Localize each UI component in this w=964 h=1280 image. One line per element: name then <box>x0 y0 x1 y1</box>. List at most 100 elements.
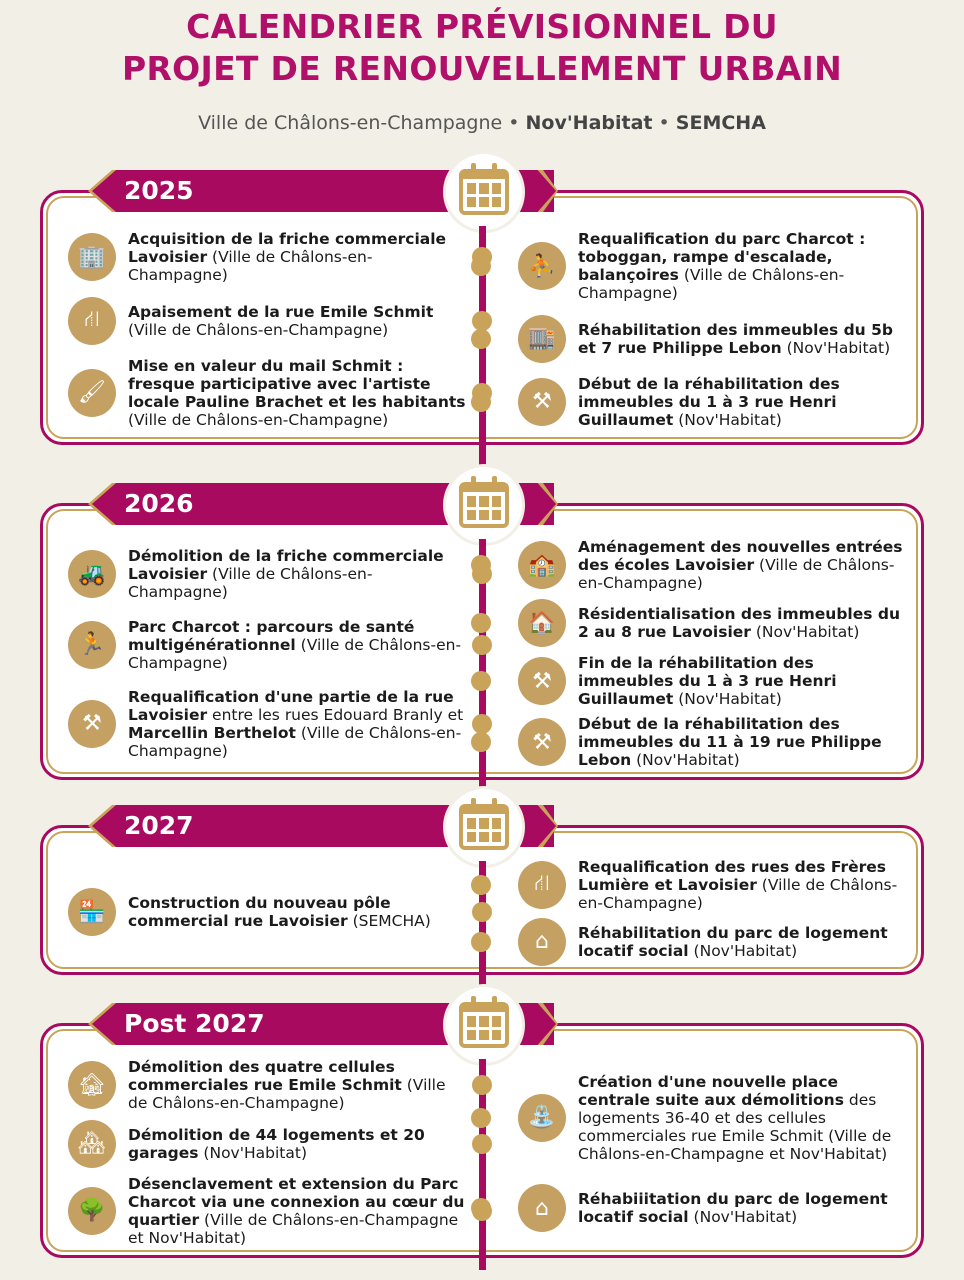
right-column: ⛲ Création d'une nouvelle place centrale… <box>471 1051 913 1254</box>
timeline-dot <box>471 671 491 691</box>
playground-icon: ⛹ <box>518 242 566 291</box>
item-text: Apaisement de la rue Emile Schmit (Ville… <box>128 303 468 339</box>
timeline-item: ⚒ Fin de la réhabilitation des immeubles… <box>471 654 913 708</box>
item-text-bold: Apaisement de la rue Emile Schmit <box>128 302 434 321</box>
item-text: Parc Charcot : parcours de santé multigé… <box>128 618 468 672</box>
timeline-item: ⛹ Requalification du parc Charcot : tobo… <box>471 230 913 302</box>
item-text: Construction du nouveau pôle commercial … <box>128 894 468 930</box>
item-text: Création d'une nouvelle place centrale s… <box>578 1073 913 1163</box>
item-text-normal: (Ville de Châlons-en-Champagne) <box>128 1076 446 1113</box>
year-label: Post 2027 <box>124 1009 265 1038</box>
timeline-item: 🚜 Démolition de la friche commerciale La… <box>68 547 492 601</box>
left-column: 🚜 Démolition de la friche commerciale La… <box>68 531 492 776</box>
timeline-item: ⚒ Début de la réhabilitation des immeubl… <box>471 715 913 769</box>
item-text-normal: (Ville de Châlons-en-Champagne) <box>128 565 373 602</box>
item-text-bold: Démolition des quatre cellules commercia… <box>128 1058 402 1095</box>
road-icon: ⛙ <box>518 861 566 910</box>
worker-icon: ⚒ <box>518 657 566 705</box>
timeline-item: 🌳 Désenclavement et extension du Parc Ch… <box>68 1175 492 1247</box>
item-text-bold: Aménagement des nouvelles entrées des éc… <box>578 538 903 574</box>
item-text: Démolition de la friche commerciale Lavo… <box>128 547 468 601</box>
item-text-normal: (Nov'Habitat) <box>781 338 891 357</box>
calendar-icon <box>446 467 522 543</box>
item-text-normal: (Ville de Châlons-en-Champagne) <box>128 320 389 339</box>
item-text-bold: Fin de la réhabilitation des immeubles d… <box>578 654 837 708</box>
item-text-normal: (Ville de Châlons-en-Champagne) <box>128 410 389 429</box>
item-text-normal: (Nov'Habitat) <box>688 941 798 960</box>
timeline-item: ⛙ Apaisement de la rue Emile Schmit (Vil… <box>68 296 492 345</box>
timeline-dot <box>471 1198 491 1219</box>
item-text-normal: (Ville de Châlons-en-Champagne) <box>578 876 898 913</box>
timeline-dot <box>472 902 492 922</box>
item-text-bold: Démolition de la friche commerciale Lavo… <box>128 547 444 584</box>
left-column: 🏪 Construction du nouveau pôle commercia… <box>68 853 492 971</box>
item-text-bold: Parc Charcot : parcours de santé multigé… <box>128 617 415 654</box>
timeline-dot <box>472 1075 492 1096</box>
item-text: Aménagement des nouvelles entrées des éc… <box>578 538 913 592</box>
timeline-item: 🏚 Démolition des quatre cellules commerc… <box>68 1058 492 1113</box>
page-title: CALENDRIER PRÉVISIONNEL DU PROJET DE REN… <box>0 6 964 90</box>
item-text-bold: Début de la réhabilitation des immeubles… <box>578 715 882 769</box>
worker-icon: ⚒ <box>68 699 116 748</box>
timeline-dot <box>471 875 491 896</box>
year-label: 2025 <box>124 176 194 205</box>
timeline-item: ⛙ Requalification des rues des Frères Lu… <box>471 858 913 912</box>
exercise-icon: 🏃 <box>68 620 116 669</box>
timeline-item: 🏬 Réhabilitation des immeubles du 5b et … <box>471 314 913 363</box>
timeline-spine-inner <box>479 1059 486 1258</box>
item-text-normal: (Ville de Châlons-en-Champagne) <box>128 723 462 760</box>
item-text-bold: Requalification du parc Charcot : tobogg… <box>578 230 866 285</box>
subtitle: Ville de Châlons-en-Champagne • Nov'Habi… <box>0 112 964 134</box>
park-path-icon: 🌳 <box>68 1186 116 1235</box>
timeline-item: ⌂ Réhabilitation du parc de logement loc… <box>471 917 913 966</box>
item-text: Démolition de 44 logements et 20 garages… <box>128 1126 468 1162</box>
subtitle-city: Ville de Châlons-en-Champagne <box>198 112 503 134</box>
item-text-bold: Mise en valeur du mail Schmit : fresque … <box>128 356 466 411</box>
item-text: Réhabilitation du parc de logement locat… <box>578 924 913 960</box>
item-text-normal: (Ville de Châlons-en-Champagne) <box>578 266 845 303</box>
house-icon: ⌂ <box>518 917 566 966</box>
right-column: ⛹ Requalification du parc Charcot : tobo… <box>471 218 913 441</box>
item-text: Désenclavement et extension du Parc Char… <box>128 1175 468 1247</box>
timeline-dot <box>471 328 491 349</box>
timeline-dot <box>472 713 492 734</box>
timeline-dot <box>471 1107 491 1128</box>
apartment-icon: 🏬 <box>518 314 566 363</box>
timeline-dot <box>471 555 491 575</box>
calendar-icon <box>446 154 522 230</box>
item-text-normal: (Nov'Habitat) <box>750 623 860 641</box>
section-2026: 2026 🚜 Démolition de la friche commercia… <box>40 467 924 780</box>
timeline-item: ⚒ Début de la réhabilitation des immeubl… <box>471 375 913 429</box>
timeline-dot <box>471 613 491 633</box>
item-text-normal: (Ville de Châlons-en-Champagne) <box>578 556 895 592</box>
item-text-normal: (Nov'Habitat) <box>688 1208 798 1227</box>
item-text: Requalification des rues des Frères Lumi… <box>578 858 913 912</box>
timeline-dot <box>472 634 492 655</box>
timeline-dot <box>472 1133 492 1154</box>
timeline-dot <box>471 391 491 412</box>
excavator-icon: 🚜 <box>68 550 116 599</box>
timeline-item: ⛲ Création d'une nouvelle place centrale… <box>471 1073 913 1163</box>
item-text: Fin de la réhabilitation des immeubles d… <box>578 654 913 708</box>
item-text: Mise en valeur du mail Schmit : fresque … <box>128 357 468 429</box>
item-text-bold: Réhabiiitation du parc de logement locat… <box>578 1190 888 1227</box>
section-post-2027: Post 2027 🏚 Démolition des quatre cellul… <box>40 987 924 1258</box>
right-column: ⛙ Requalification des rues des Frères Lu… <box>471 853 913 971</box>
item-text-normal: (Nov'Habitat) <box>673 410 782 429</box>
item-text: Requalification du parc Charcot : tobogg… <box>578 230 913 302</box>
item-text-bold: Construction du nouveau pôle commercial … <box>128 894 391 930</box>
subtitle-org-novhabitat: Nov'Habitat <box>525 112 653 134</box>
residence-icon: 🏠 <box>518 599 566 647</box>
title-line-1: CALENDRIER PRÉVISIONNEL DU <box>186 7 778 46</box>
worker-icon: ⚒ <box>518 377 566 426</box>
item-text-bold: Marcellin Berthelot <box>128 723 296 742</box>
timeline-dot <box>472 310 492 331</box>
calendar-icon <box>446 789 522 865</box>
timeline-dot <box>471 732 491 752</box>
item-text: Début de la réhabilitation des immeubles… <box>578 375 913 429</box>
timeline-item: 🖌 Mise en valeur du mail Schmit : fresqu… <box>68 357 492 429</box>
demolition-icon: 🏚 <box>68 1061 116 1110</box>
timeline-item: 🏘 Démolition de 44 logements et 20 garag… <box>68 1119 492 1168</box>
calendar-arrow-icon <box>446 987 522 1063</box>
timeline-dot <box>471 256 491 277</box>
